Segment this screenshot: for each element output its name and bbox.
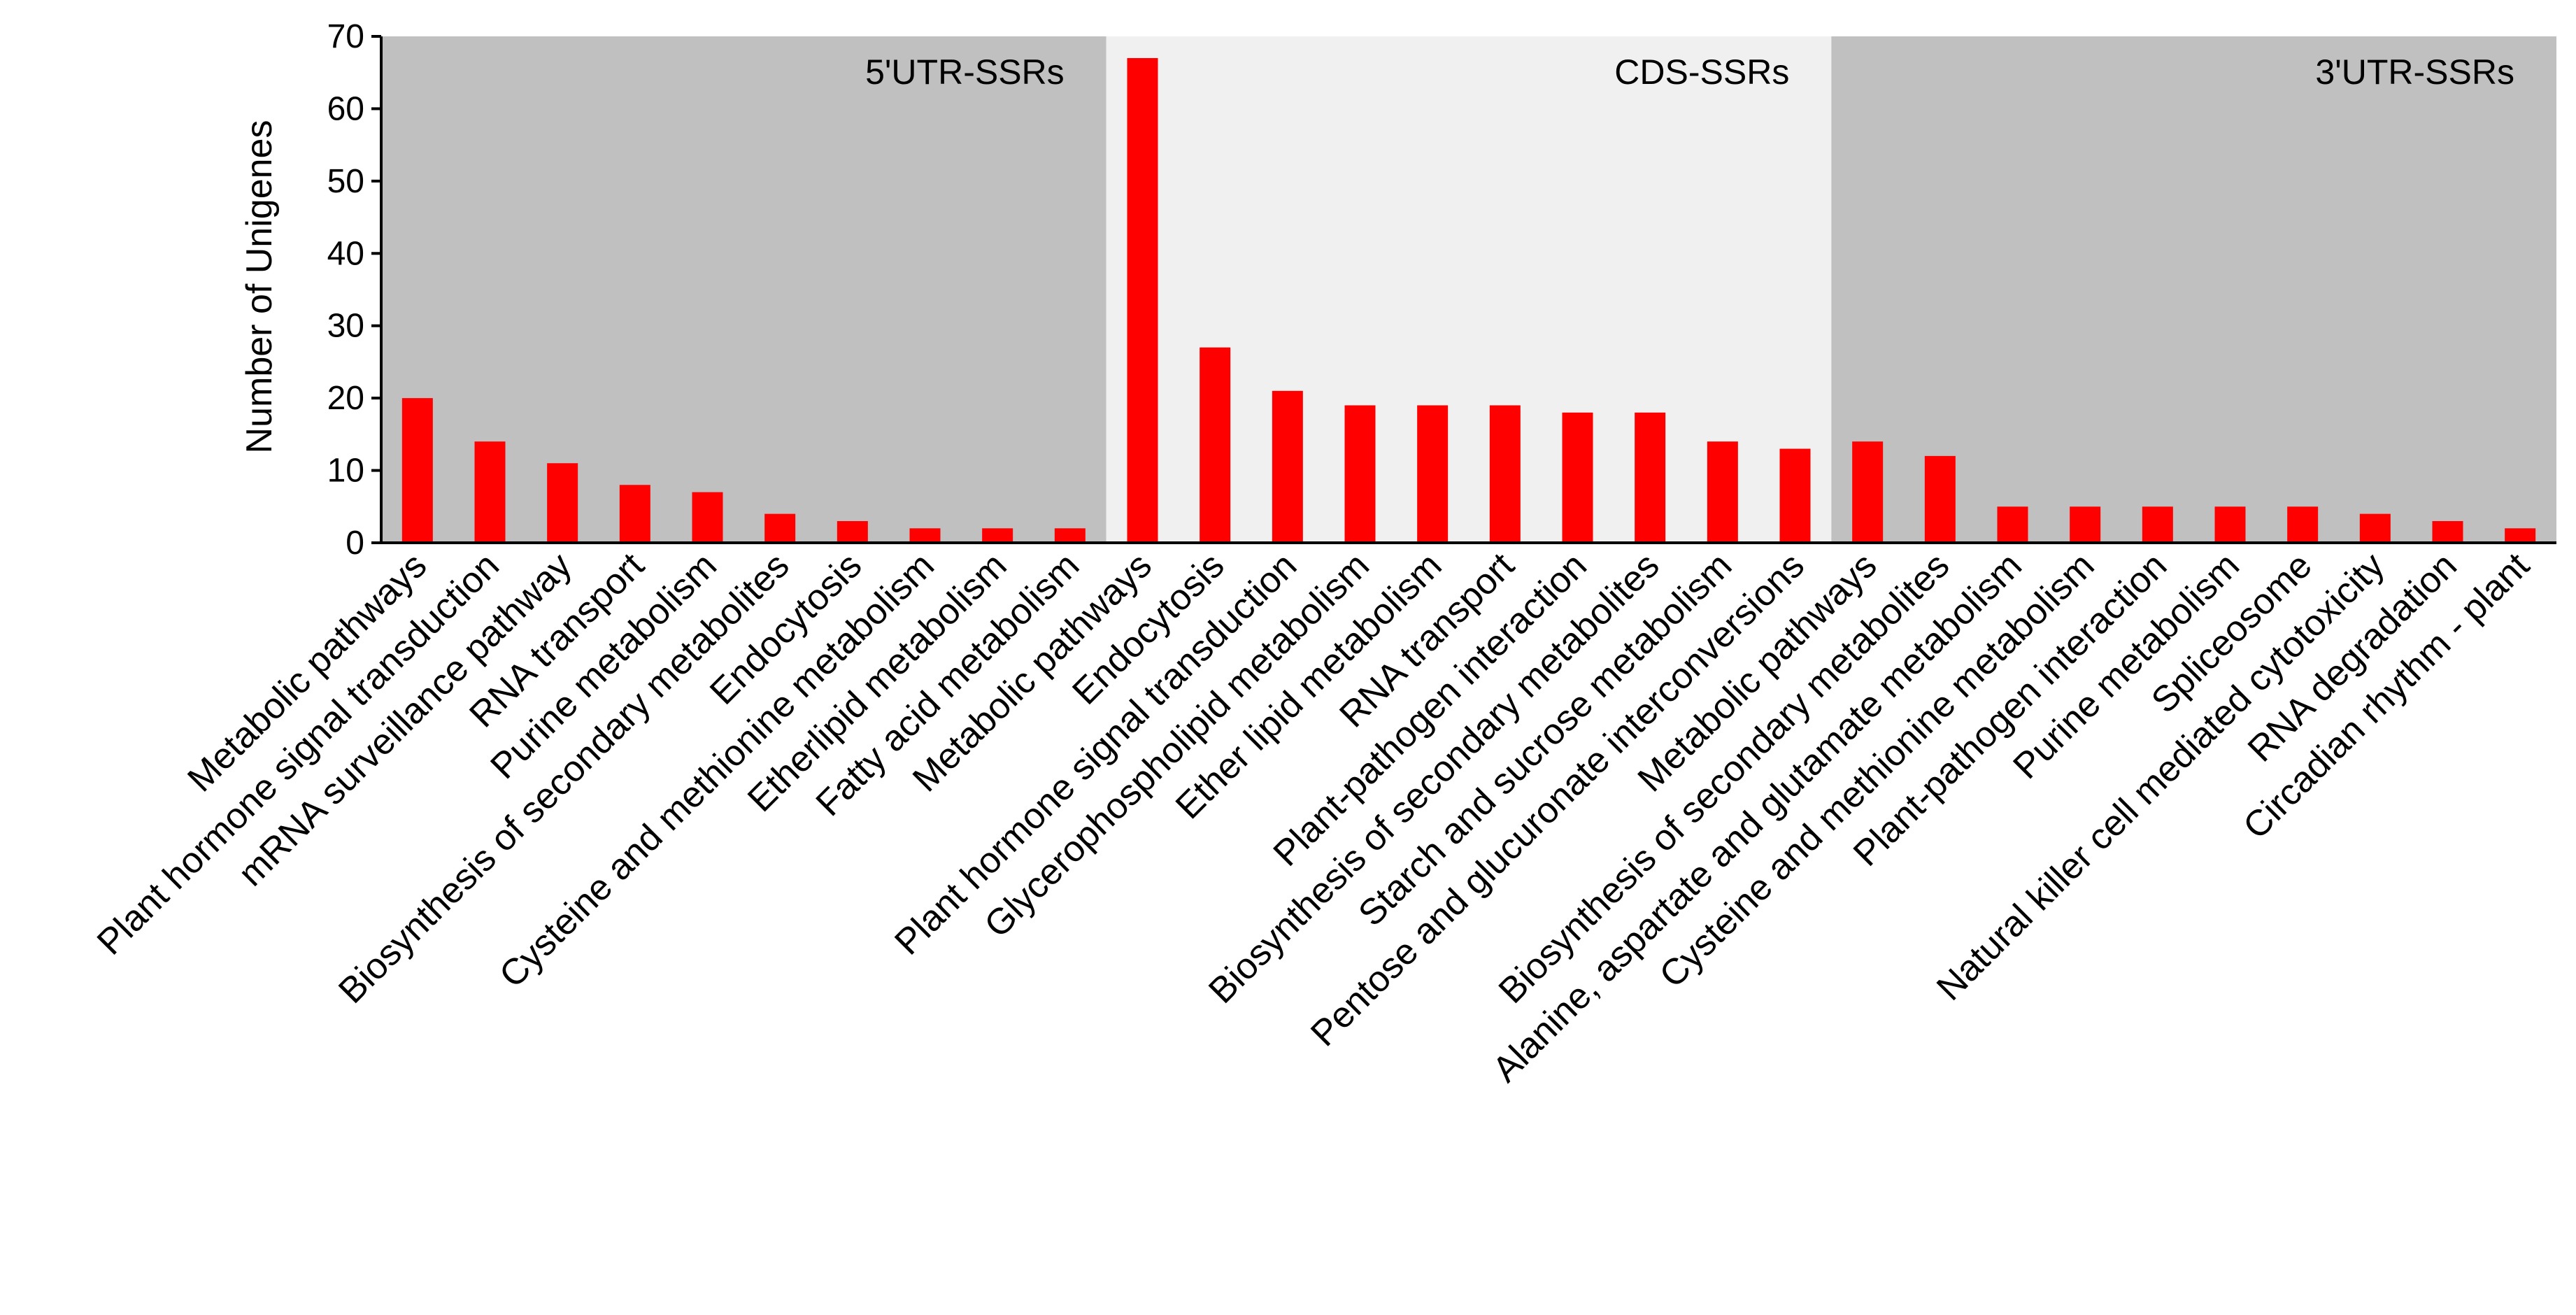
region-labels: 5'UTR-SSRs CDS-SSRs 3'UTR-SSRs	[865, 52, 2514, 92]
region-backgrounds	[381, 36, 2556, 543]
region-label-1: 5'UTR-SSRs	[865, 52, 1065, 92]
bar	[2359, 513, 2391, 543]
bar	[1924, 455, 1956, 543]
bar	[2070, 506, 2101, 543]
bar	[1272, 390, 1303, 543]
bar	[2432, 520, 2463, 543]
bar	[474, 441, 506, 543]
bar	[1200, 347, 1231, 543]
bar	[909, 528, 941, 543]
bar	[1779, 448, 1811, 543]
bar	[837, 520, 868, 543]
y-tick-label: 20	[327, 380, 364, 417]
bar	[547, 463, 578, 543]
bar	[1562, 412, 1593, 543]
bar-series	[401, 58, 2536, 543]
bar	[619, 485, 650, 543]
bar	[2505, 528, 2536, 543]
bar	[2142, 506, 2173, 543]
bar	[692, 492, 723, 543]
y-axis-title: Number of Unigenes	[239, 120, 280, 454]
bar	[1707, 441, 1738, 543]
bar	[1344, 405, 1376, 543]
bar	[1054, 528, 1086, 543]
bar	[1417, 405, 1449, 543]
region-label-2: CDS-SSRs	[1614, 52, 1789, 92]
y-tick-label: 0	[346, 525, 364, 562]
y-tick-label: 40	[327, 235, 364, 272]
bar	[1997, 506, 2028, 543]
bar	[764, 513, 796, 543]
bar	[1635, 412, 1666, 543]
y-axis-ticks: 0 10 20 30 40 50 60 70	[327, 18, 381, 562]
y-tick-label: 70	[327, 18, 364, 55]
bar	[982, 528, 1013, 543]
bar	[1489, 405, 1521, 543]
bar	[1852, 441, 1884, 543]
y-tick-label: 10	[327, 453, 364, 490]
y-tick-label: 50	[327, 163, 364, 200]
bar	[2287, 506, 2319, 543]
bar	[401, 398, 433, 543]
y-tick-label: 60	[327, 90, 364, 127]
y-tick-label: 30	[327, 308, 364, 345]
region-label-3: 3'UTR-SSRs	[2315, 52, 2514, 92]
bar	[2214, 506, 2246, 543]
axes	[380, 36, 2556, 544]
bar	[1127, 58, 1158, 543]
